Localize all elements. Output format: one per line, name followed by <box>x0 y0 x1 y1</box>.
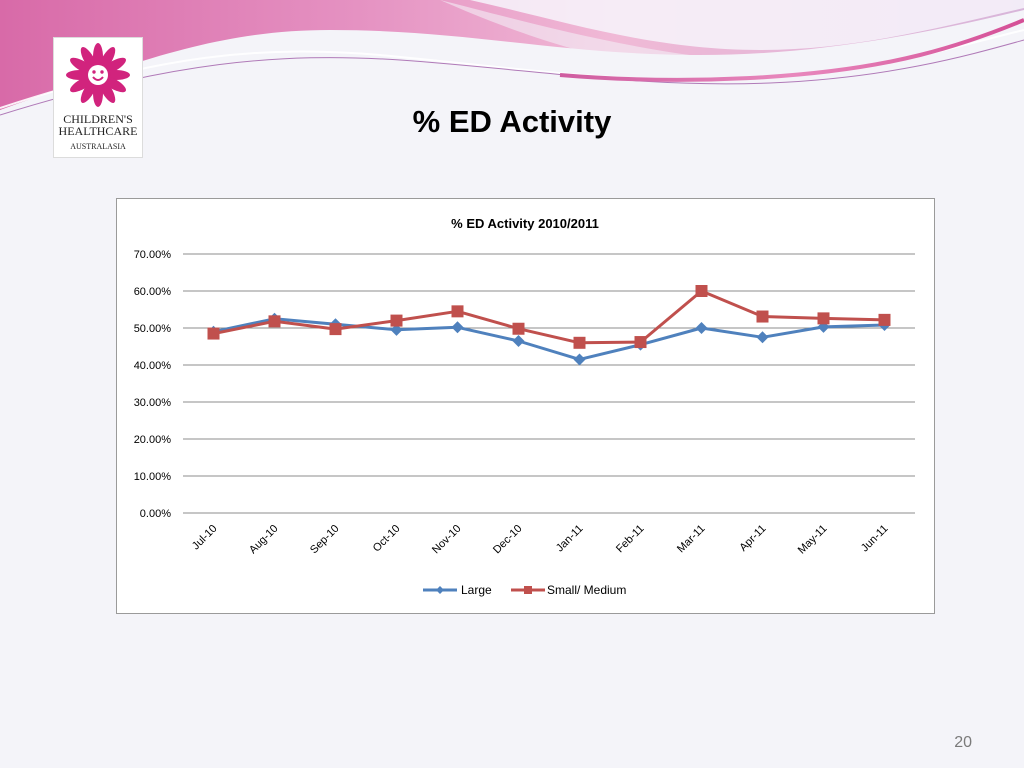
y-tick-label: 10.00% <box>134 471 172 483</box>
x-tick-label: Mar-11 <box>675 523 708 556</box>
x-tick-label: Jan-11 <box>554 523 586 555</box>
x-tick-label: Apr-11 <box>737 523 768 554</box>
data-point-1 <box>207 327 220 340</box>
y-tick-label: 70.00% <box>134 249 172 261</box>
data-point-0 <box>756 331 769 344</box>
sun-flower-logo-icon <box>66 43 130 107</box>
data-point-1 <box>634 336 647 349</box>
data-point-0 <box>390 323 403 336</box>
x-tick-label: Oct-10 <box>371 523 403 555</box>
chart-canvas: % ED Activity 2010/2011 0.00% 10.00% 20.00%… <box>134 216 915 597</box>
page-number: 20 <box>954 734 972 751</box>
x-tick-label: May-11 <box>796 523 830 557</box>
x-tick-label: Feb-11 <box>614 523 647 556</box>
x-tick-label: Nov-10 <box>430 523 464 557</box>
legend-marker-1 <box>524 586 532 594</box>
header-banner <box>0 0 1024 116</box>
chart-title: % ED Activity 2010/2011 <box>451 216 599 231</box>
legend-marker-0 <box>436 586 444 594</box>
data-point-1 <box>329 323 342 336</box>
logo-text-line2: HEALTHCARE <box>58 124 138 138</box>
data-point-1 <box>451 305 464 318</box>
data-point-1 <box>268 315 281 328</box>
data-point-0 <box>512 334 525 347</box>
data-point-1 <box>817 312 830 325</box>
data-point-1 <box>878 313 891 326</box>
data-point-1 <box>573 336 586 349</box>
series-line-0 <box>213 317 885 361</box>
logo-text-line3: AUSTRALASIA <box>70 142 126 151</box>
y-tick-label: 50.00% <box>134 323 172 335</box>
y-tick-label: 20.00% <box>134 434 172 446</box>
data-point-0 <box>573 353 586 366</box>
slide-title: % ED Activity <box>412 104 612 139</box>
x-tick-label: Dec-10 <box>491 523 525 557</box>
data-point-1 <box>390 314 403 327</box>
data-point-1 <box>695 285 708 297</box>
line-chart: % ED Activity 2010/2011 0.00% 10.00% 20.00%… <box>116 198 935 614</box>
y-tick-label: 60.00% <box>134 286 172 298</box>
legend-label-0: Large <box>461 583 492 597</box>
data-point-0 <box>695 322 708 334</box>
x-tick-label: Jul-10 <box>190 523 220 553</box>
series-line-1 <box>213 289 885 345</box>
y-tick-label: 30.00% <box>134 397 172 409</box>
x-tick-label: Jun-11 <box>859 523 891 555</box>
x-tick-label: Sep-10 <box>308 523 342 557</box>
logo-text-line1: CHILDREN'S <box>63 112 133 126</box>
organization-logo: CHILDREN'S HEALTHCARE AUSTRALASIA <box>53 37 143 158</box>
y-tick-label: 40.00% <box>134 360 172 372</box>
y-tick-label: 0.00% <box>140 508 171 520</box>
x-tick-label: Aug-10 <box>247 523 281 557</box>
data-point-0 <box>451 321 464 334</box>
legend-label-1: Small/ Medium <box>547 583 626 597</box>
data-point-1 <box>512 322 525 335</box>
data-point-1 <box>756 310 769 323</box>
